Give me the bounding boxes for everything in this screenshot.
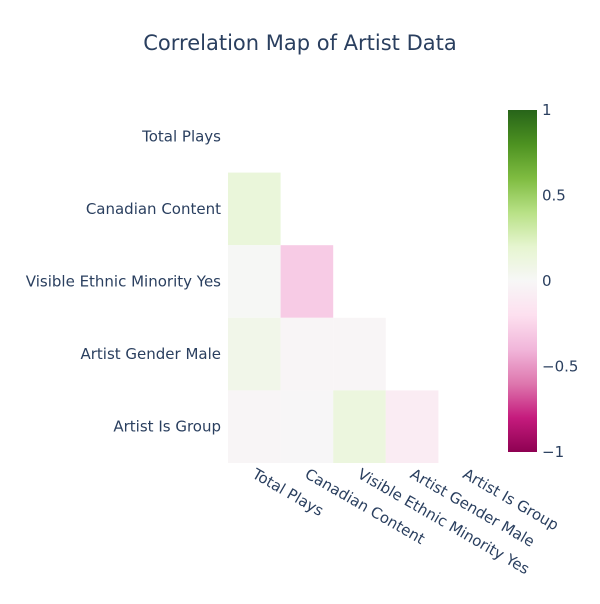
chart-title: Correlation Map of Artist Data <box>143 31 456 55</box>
heatmap-cell <box>333 317 386 391</box>
heatmap-cell <box>280 245 334 318</box>
heatmap-cell <box>333 390 386 463</box>
y-axis-label: Visible Ethnic Minority Yes <box>26 273 221 291</box>
colorbar-tick-label: −1 <box>542 443 564 461</box>
heatmap-cell <box>385 390 439 463</box>
y-axis-labels: Total Plays Canadian Content Visible Ethni… <box>26 127 221 435</box>
colorbar-gradient <box>508 110 537 452</box>
y-axis-label: Total Plays <box>141 127 221 145</box>
y-axis-label: Canadian Content <box>86 200 221 218</box>
heatmap-cell <box>280 317 334 391</box>
colorbar <box>508 110 537 452</box>
colorbar-tick-label: 0 <box>542 272 552 290</box>
heatmap-cells <box>228 172 439 463</box>
heatmap-cell <box>228 172 281 246</box>
heatmap-cell <box>228 245 281 318</box>
colorbar-tick-labels: 1 0.5 0 −0.5 −1 <box>542 101 578 461</box>
colorbar-tick-label: 1 <box>542 101 552 119</box>
y-axis-label: Artist Is Group <box>113 418 221 436</box>
heatmap-cell <box>280 390 334 463</box>
colorbar-tick-label: 0.5 <box>542 187 566 205</box>
heatmap-cell <box>228 317 281 391</box>
y-axis-label: Artist Gender Male <box>80 345 221 363</box>
heatmap-cell <box>228 390 281 463</box>
colorbar-tick-label: −0.5 <box>542 358 578 376</box>
